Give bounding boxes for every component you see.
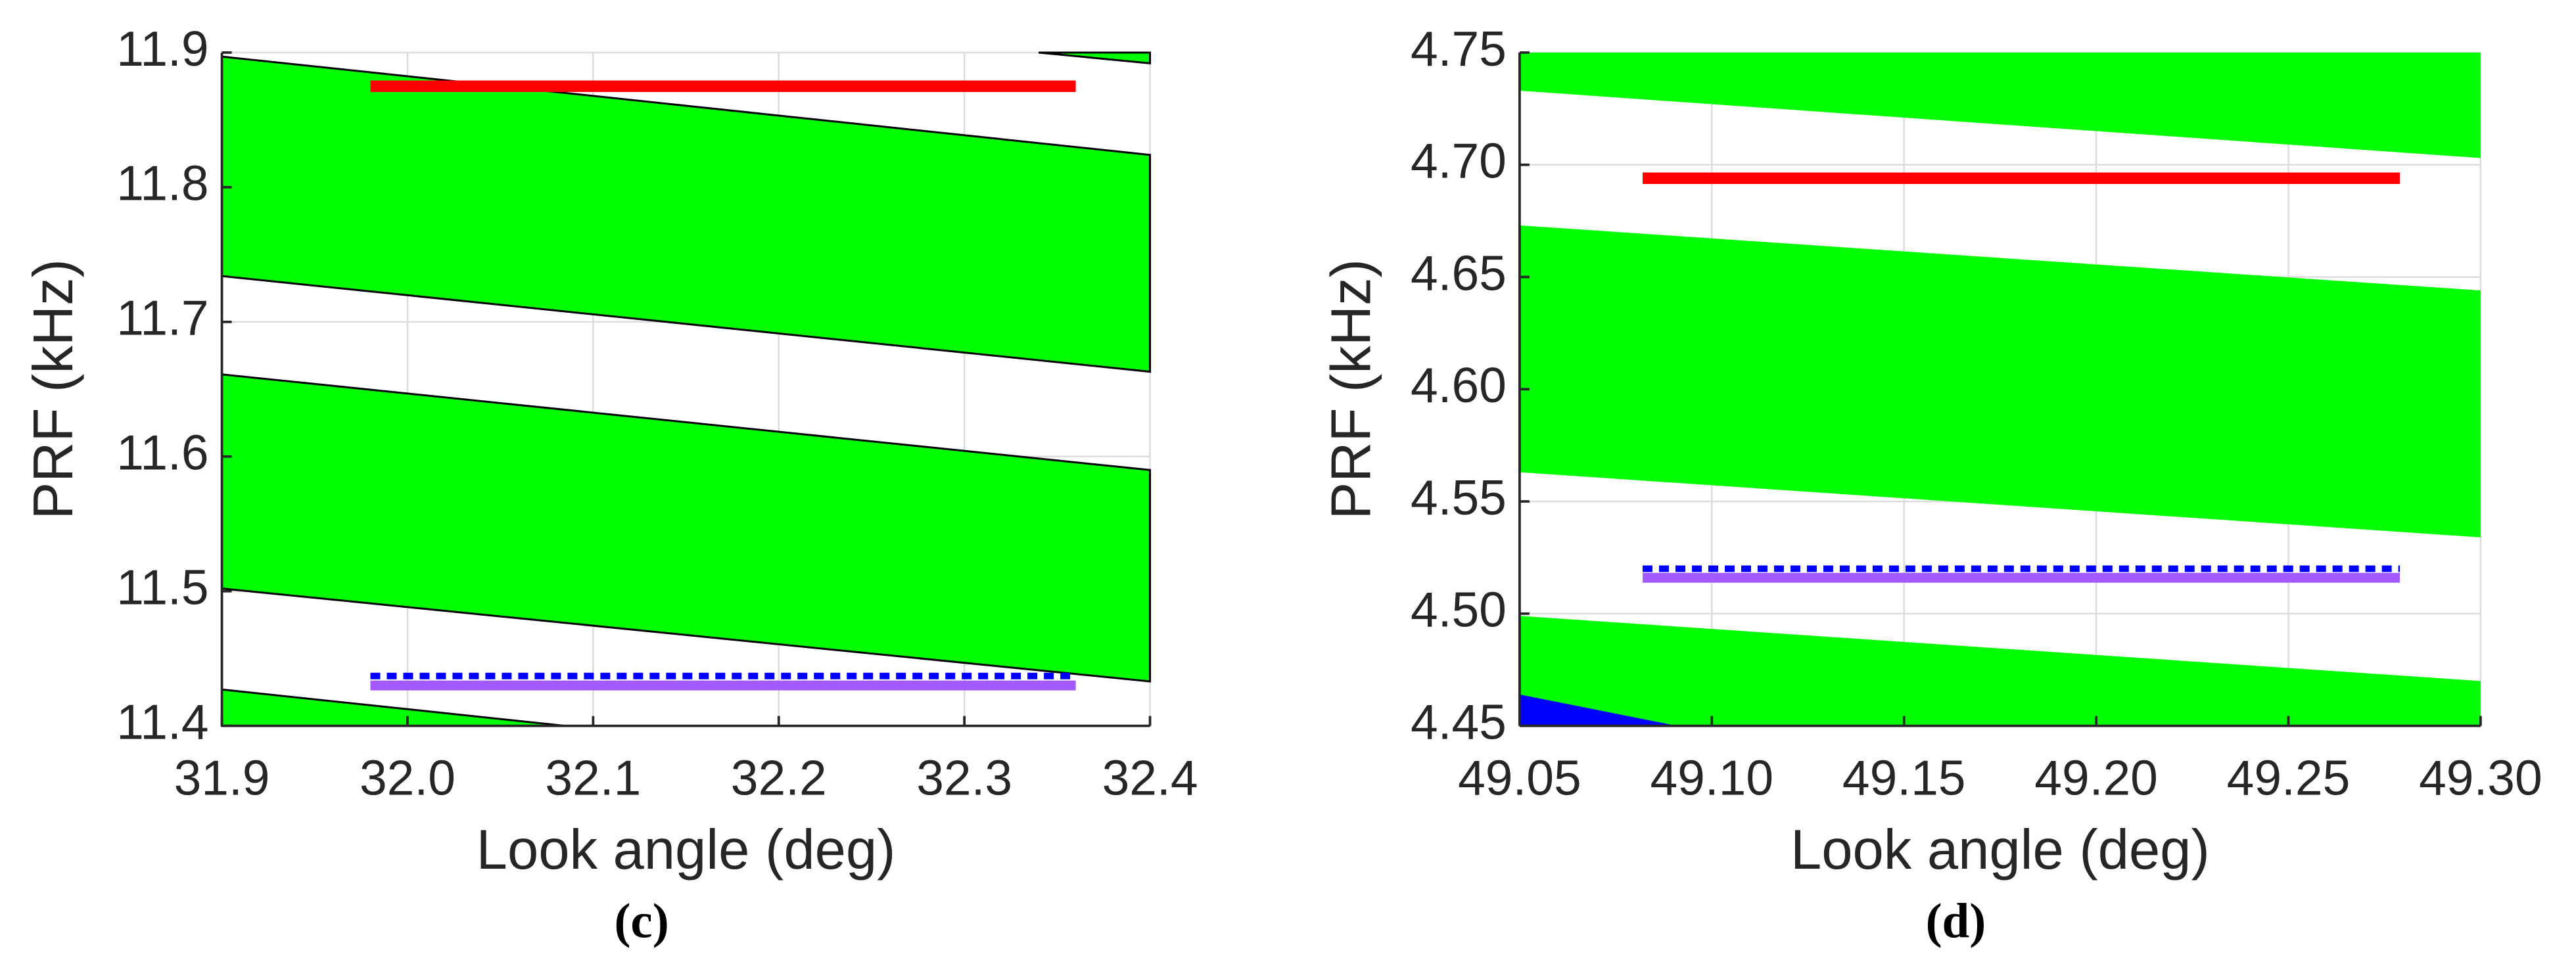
x-tick-label: 32.3: [916, 750, 1012, 805]
x-tick-label: 31.9: [174, 750, 270, 805]
x-tick-label: 32.2: [731, 750, 827, 805]
y-axis-label: PRF (kHz): [1320, 259, 1382, 519]
region: [221, 688, 566, 727]
x-tick-label: 49.15: [1842, 750, 1966, 805]
y-tick-label: 4.60: [1411, 357, 1507, 413]
region: [1519, 616, 2481, 726]
y-axis-label: PRF (kHz): [22, 259, 85, 519]
plot-area: 31.9 32.0 32.1 32.2 32.3 32.4 11.4 11.5 11.6 11.7…: [22, 21, 1198, 949]
x-axis-label: Look angle (deg): [477, 819, 896, 881]
y-tick-label: 11.4: [116, 694, 208, 749]
x-tick-label: 49.10: [1650, 750, 1773, 805]
x-tick-label: 32.4: [1102, 750, 1198, 805]
region: [221, 55, 1152, 373]
x-tick-label: 32.1: [545, 750, 641, 805]
y-tick-label: 4.45: [1411, 694, 1507, 749]
y-tick-label: 11.6: [116, 425, 208, 480]
region: [1038, 51, 1152, 65]
region: [1519, 225, 2481, 538]
x-tick-label: 49.20: [2034, 750, 2158, 805]
plot-area: 49.05 49.10 49.15 49.20 49.25 49.30 4.45 4.50 4.…: [1320, 21, 2542, 949]
y-tick-label: 4.70: [1411, 133, 1507, 189]
y-tick-label: 11.8: [116, 156, 208, 211]
x-tick-label: 32.0: [360, 750, 456, 805]
y-tick-label: 4.65: [1411, 245, 1507, 300]
region: [1519, 52, 2481, 158]
panel-label: (c): [614, 894, 668, 949]
y-tick-label: 4.75: [1411, 21, 1507, 76]
x-tick-label: 49.30: [2419, 750, 2542, 805]
x-tick-label: 49.25: [2227, 750, 2351, 805]
panel-label: (d): [1926, 894, 1986, 949]
y-tick-label: 4.50: [1411, 582, 1507, 637]
region: [221, 373, 1152, 683]
y-tick-label: 11.5: [116, 559, 208, 614]
y-tick-label: 4.55: [1411, 470, 1507, 525]
x-axis-label: Look angle (deg): [1791, 819, 2210, 881]
y-tick-label: 11.7: [116, 290, 208, 346]
y-tick-label: 11.9: [116, 21, 208, 76]
x-tick-label: 49.05: [1458, 750, 1581, 805]
